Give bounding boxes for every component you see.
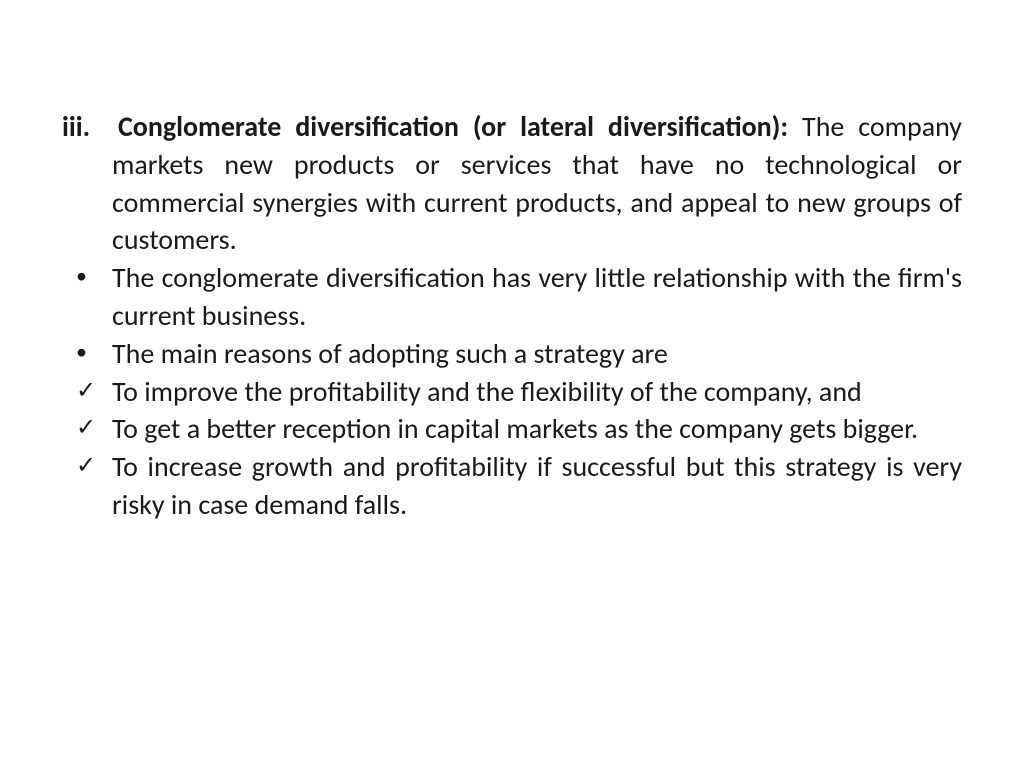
- numbered-title: Conglomerate diversification (or lateral…: [118, 109, 788, 144]
- bullet-text: To improve the profitability and the fle…: [112, 373, 962, 411]
- bullet-item: ✓ To improve the profitability and the f…: [62, 373, 962, 411]
- bullet-dot-icon: •: [62, 335, 112, 369]
- check-icon: ✓: [62, 448, 112, 484]
- bullet-item: ✓ To increase growth and profitability i…: [62, 448, 962, 524]
- slide: iii. Conglomerate diversification (or la…: [0, 0, 1024, 768]
- bullet-text: To get a better reception in capital mar…: [112, 410, 962, 448]
- numbered-item: iii. Conglomerate diversification (or la…: [62, 108, 962, 259]
- bullet-dot-icon: •: [62, 259, 112, 293]
- bullet-text: The main reasons of adopting such a stra…: [112, 335, 962, 373]
- check-icon: ✓: [62, 410, 112, 446]
- numbered-marker: iii.: [62, 109, 90, 144]
- bullet-item: • The main reasons of adopting such a st…: [62, 335, 962, 373]
- bullet-item: • The conglomerate diversification has v…: [62, 259, 962, 335]
- bullet-text: The conglomerate diversification has ver…: [112, 259, 962, 335]
- bullet-item: ✓ To get a better reception in capital m…: [62, 410, 962, 448]
- bullet-text: To increase growth and profitability if …: [112, 448, 962, 524]
- check-icon: ✓: [62, 373, 112, 409]
